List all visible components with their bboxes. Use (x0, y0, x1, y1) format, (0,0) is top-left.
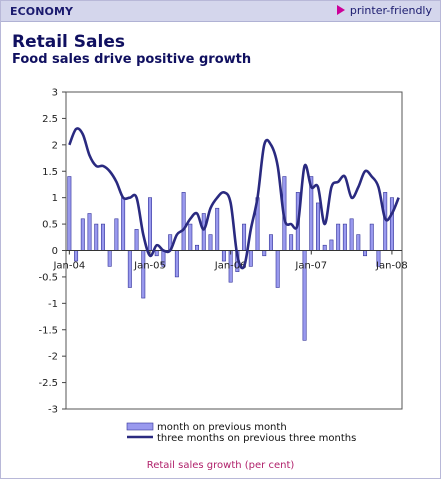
bar (221, 250, 226, 262)
bar (134, 229, 139, 251)
bar (389, 197, 394, 251)
bar (208, 234, 213, 251)
y-tick-label: 2.5 (42, 114, 58, 125)
y-tick-label: -1.5 (38, 325, 58, 336)
bar (262, 250, 267, 257)
bar (121, 197, 126, 251)
section-label: ECONOMY (10, 5, 74, 18)
bar (148, 197, 152, 251)
bar (141, 250, 146, 299)
y-tick-label: -3 (48, 405, 58, 416)
bar (181, 192, 186, 251)
y-tick-label: 1 (52, 193, 58, 204)
bar (174, 250, 179, 278)
x-tick-label: Jan-08 (375, 261, 408, 272)
bar (80, 218, 85, 251)
bar (127, 250, 132, 288)
x-tick-label: Jan-04 (52, 261, 85, 272)
x-tick-label: Jan-06 (214, 261, 247, 272)
y-tick-label: 1.5 (42, 167, 58, 178)
x-tick-label: Jan-05 (133, 261, 166, 272)
x-tick-label: Jan-07 (294, 261, 327, 272)
y-tick-label: -0.5 (38, 272, 58, 283)
bar (154, 250, 159, 257)
y-tick-label: 0.5 (42, 220, 58, 231)
top-bar: ECONOMY printer-friendly (1, 1, 440, 22)
series-line-three-months (68, 127, 400, 270)
bar (342, 223, 347, 251)
y-tick-label: 3 (52, 88, 58, 99)
y-tick-label: -2.5 (38, 378, 58, 389)
bar (94, 223, 99, 251)
bar (248, 250, 253, 267)
chart-caption: Retail sales growth (per cent) (146, 460, 295, 471)
bar (114, 218, 119, 251)
legend-bar-swatch (126, 422, 154, 431)
bar (67, 176, 72, 251)
bar (356, 234, 361, 251)
bar (242, 223, 247, 251)
bar (215, 207, 220, 251)
y-tick-label: 0 (52, 246, 58, 257)
chart-subtitle: Food sales drive positive growth (12, 52, 252, 67)
bar (322, 244, 327, 251)
bar (87, 213, 92, 251)
bar (74, 250, 79, 262)
y-tick-label: -1 (48, 299, 58, 310)
bar (363, 250, 368, 257)
printer-friendly-link[interactable]: printer-friendly (336, 4, 432, 17)
y-tick-label: 2 (52, 140, 58, 151)
bar (107, 250, 112, 267)
bar (201, 213, 206, 251)
bar (188, 223, 193, 251)
bar (268, 234, 273, 251)
bar (316, 202, 320, 251)
bar (369, 223, 374, 251)
bar (349, 218, 354, 251)
play-arrow-icon (336, 5, 345, 15)
bar (195, 244, 200, 251)
legend-label-three-months: three months on previous three months (157, 433, 356, 444)
bar (100, 223, 105, 251)
chart-title: Retail Sales (12, 32, 125, 52)
printer-friendly-label: printer-friendly (349, 4, 432, 17)
legend-label-month: month on previous month (157, 422, 287, 433)
bar (275, 250, 280, 288)
bar (336, 223, 341, 251)
bar (289, 234, 294, 251)
y-tick-label: -2 (48, 352, 58, 363)
bar (329, 239, 334, 251)
